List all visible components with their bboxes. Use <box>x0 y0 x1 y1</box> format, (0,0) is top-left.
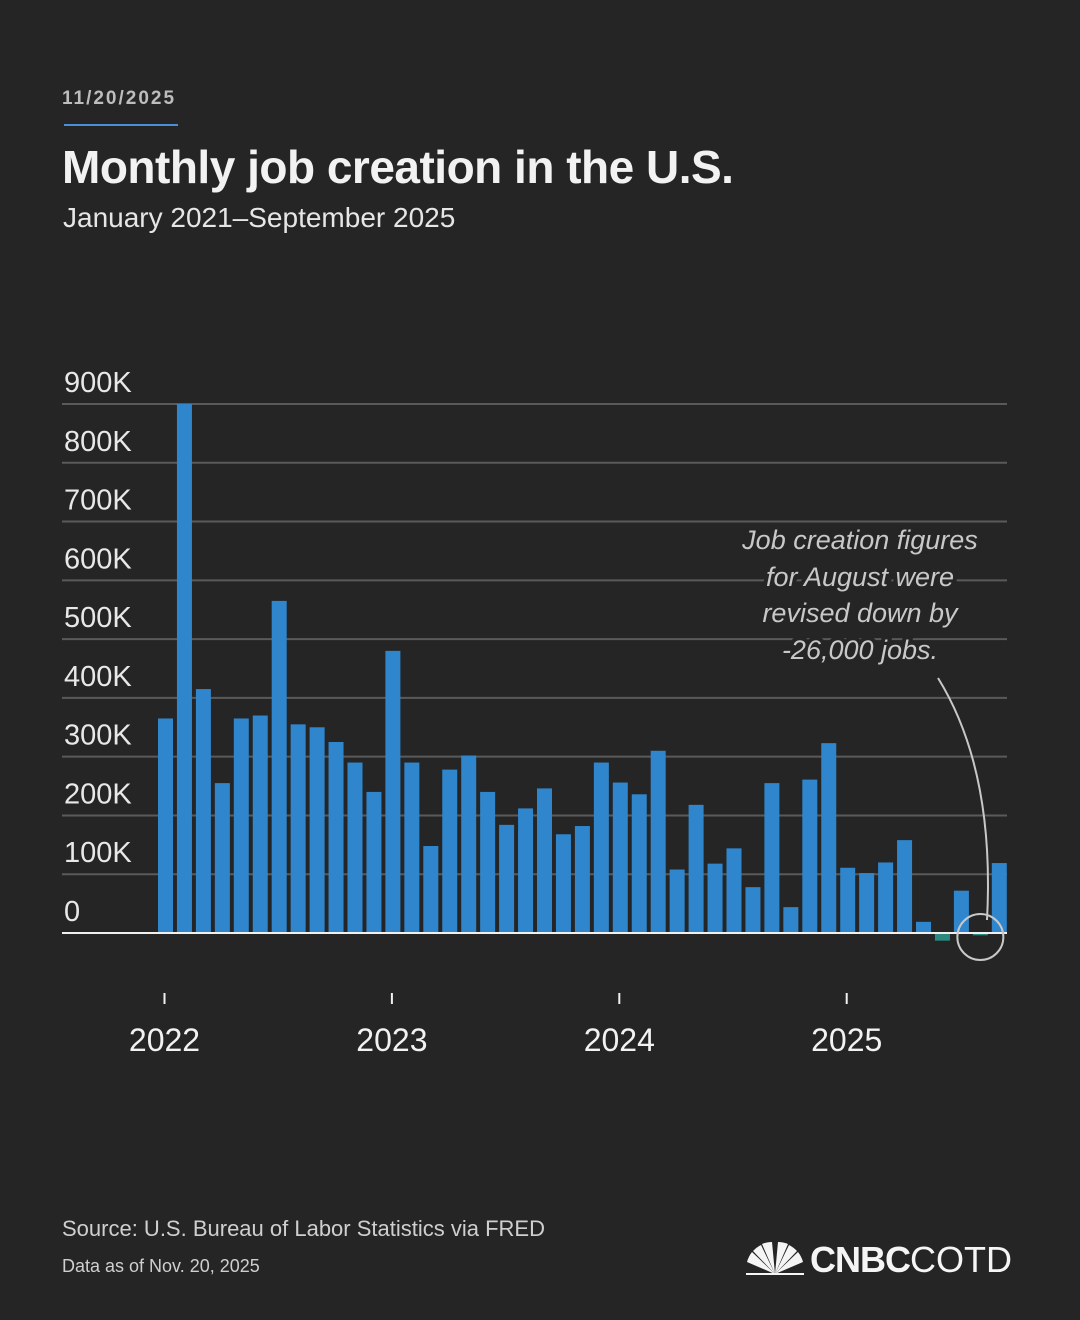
bar <box>461 755 477 933</box>
annotation-highlight-circle <box>956 913 1005 961</box>
y-tick-label: 100K <box>64 837 132 869</box>
y-tick-label: 200K <box>64 778 132 810</box>
annotation-line: -26,000 jobs. <box>782 635 938 665</box>
annotation-line: Job creation figures <box>741 525 978 555</box>
y-tick-label: 700K <box>64 485 132 517</box>
bar <box>783 907 799 933</box>
bar <box>612 782 628 933</box>
y-tick-label: 600K <box>64 543 132 575</box>
bar <box>290 724 306 933</box>
x-tick-label: 2022 <box>129 1022 200 1058</box>
bar <box>764 783 780 933</box>
y-tick-label: 300K <box>64 720 132 752</box>
x-tick-label: 2025 <box>811 1022 882 1058</box>
bar <box>423 846 439 933</box>
chart-title: Monthly job creation in the U.S. <box>62 141 734 193</box>
data-as-of-note: Data as of Nov. 20, 2025 <box>62 1256 260 1276</box>
annotation-line: for August were <box>766 562 954 592</box>
x-axis-ticks: 2022 2023 2024 2025 <box>129 993 882 1058</box>
peacock-icon <box>744 1240 806 1281</box>
bar <box>991 863 1007 933</box>
bar <box>195 689 211 933</box>
logo-text-cotd: COTD <box>910 1239 1012 1280</box>
source-note: Source: U.S. Bureau of Labor Statistics … <box>62 1216 545 1241</box>
bar <box>233 718 249 933</box>
bar <box>669 869 685 933</box>
bar <box>271 600 287 933</box>
bar <box>518 808 534 933</box>
y-tick-label: 900K <box>64 367 132 399</box>
y-axis-labels: 900K 800K 700K 600K 500K 400K 300K 200K 100K 0 <box>64 367 132 928</box>
annotation: Job creation figures for August were revis… <box>737 521 1005 961</box>
bar <box>158 718 173 933</box>
bar <box>309 727 325 933</box>
bar <box>480 791 496 933</box>
y-tick-label: 800K <box>64 426 132 458</box>
cnbc-logo: CNBC COTD <box>744 1238 1012 1282</box>
bar <box>897 840 913 933</box>
bar <box>404 762 420 933</box>
bar <box>214 783 230 933</box>
date-underline <box>64 124 178 126</box>
x-tick-label: 2024 <box>584 1022 655 1058</box>
y-tick-label: 500K <box>64 602 132 634</box>
bar <box>593 762 609 933</box>
bar <box>726 848 742 933</box>
logo-text-cnbc: CNBC <box>810 1239 911 1280</box>
bar <box>631 794 647 933</box>
bar <box>953 890 969 933</box>
bar <box>176 404 192 933</box>
bar <box>252 715 268 933</box>
bar <box>859 873 875 933</box>
bar <box>442 769 458 933</box>
bar <box>347 762 363 933</box>
y-tick-label: 0 <box>64 896 80 928</box>
bar <box>972 933 988 936</box>
bars <box>158 404 1007 941</box>
annotation-line: revised down by <box>762 598 959 628</box>
bar <box>745 887 761 933</box>
gridlines <box>62 403 1007 876</box>
bar <box>555 834 571 933</box>
bar <box>707 863 723 933</box>
bar <box>574 826 590 933</box>
bar <box>821 743 837 933</box>
bar <box>916 921 931 933</box>
bar <box>878 862 894 933</box>
bar <box>366 791 382 933</box>
bar <box>840 867 856 933</box>
chart-subtitle: January 2021–September 2025 <box>63 202 456 233</box>
chart-date: 11/20/2025 <box>62 88 177 109</box>
bar <box>688 804 704 933</box>
bar <box>934 933 950 941</box>
bar <box>537 788 552 933</box>
bar <box>385 650 401 933</box>
y-tick-label: 400K <box>64 661 132 693</box>
annotation-leader-line <box>937 677 989 921</box>
bar <box>328 741 344 933</box>
x-tick-label: 2023 <box>356 1022 427 1058</box>
bar <box>499 824 515 933</box>
bar <box>802 779 818 933</box>
bar <box>650 750 666 933</box>
